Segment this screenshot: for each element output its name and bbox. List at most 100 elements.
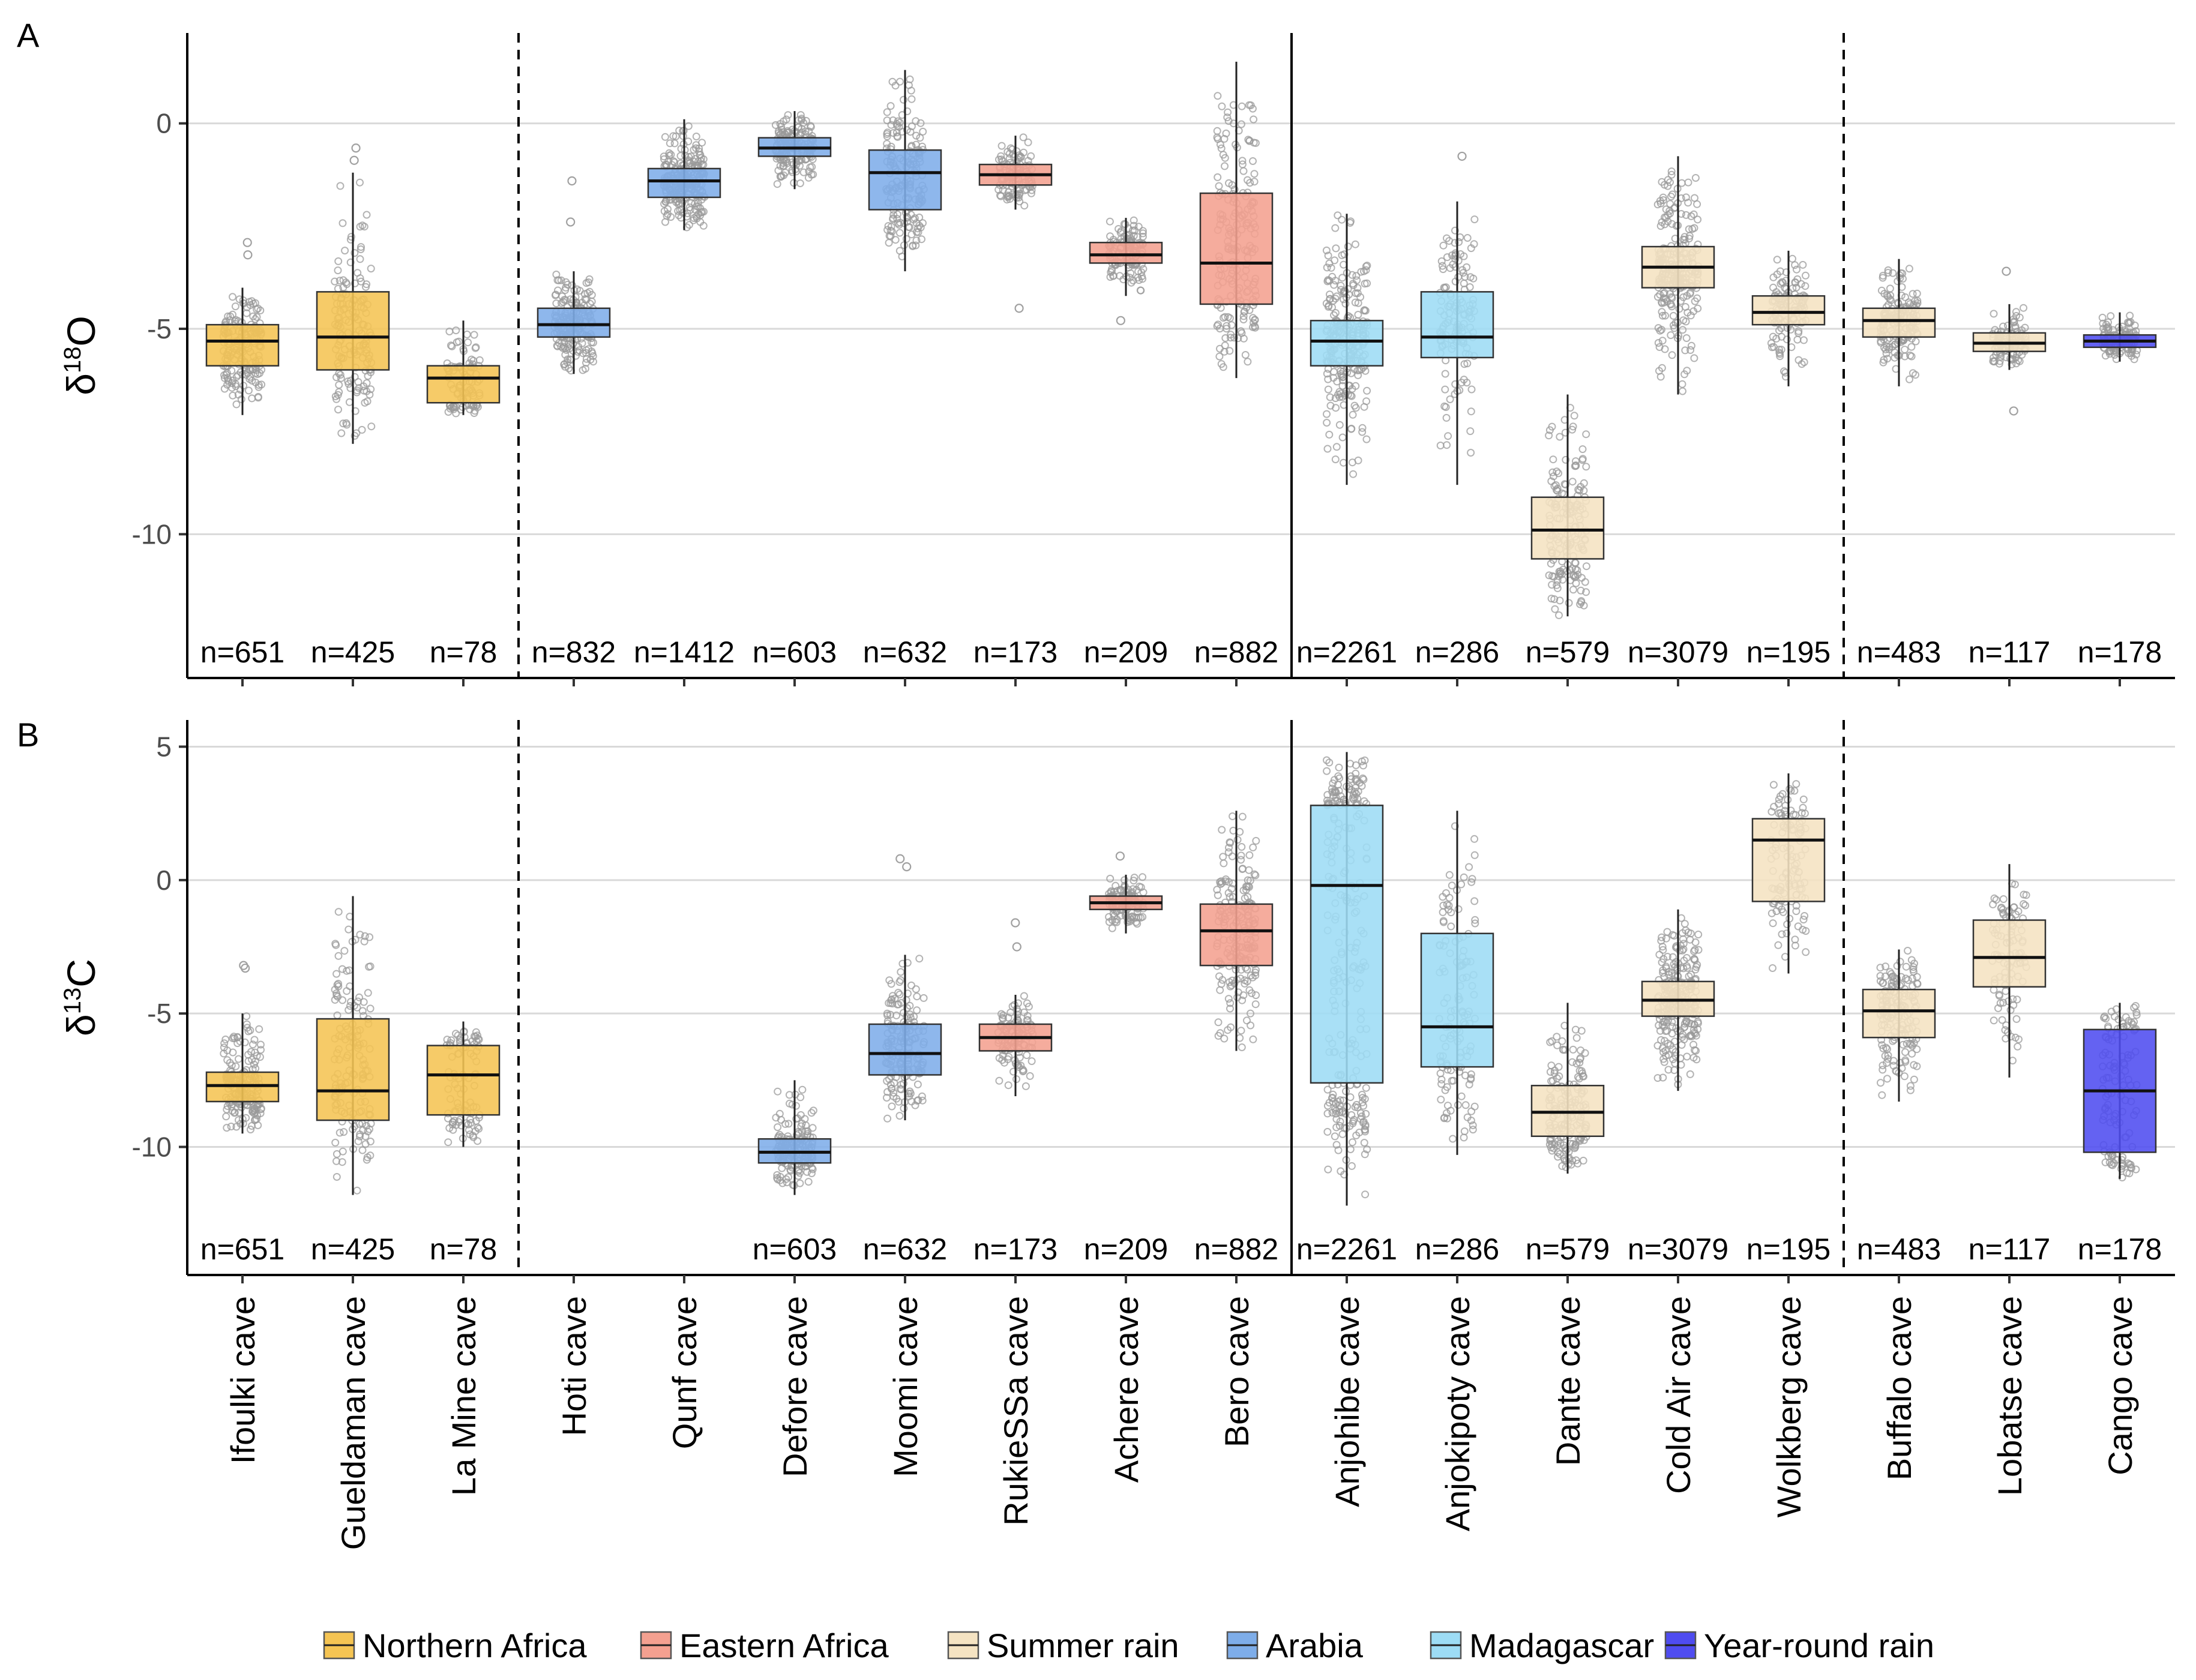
- box-iqr: [1420, 932, 1494, 1068]
- data-point: [1349, 1138, 1356, 1147]
- panel-b-tag: B: [17, 716, 39, 754]
- data-point: [350, 249, 359, 257]
- data-point: [915, 955, 924, 963]
- data-point: [1351, 298, 1359, 307]
- data-point: [346, 235, 355, 244]
- data-point: [336, 371, 344, 379]
- data-point: [1362, 435, 1371, 443]
- data-point: [1219, 853, 1227, 861]
- data-point: [1470, 851, 1479, 859]
- data-point: [1463, 234, 1472, 242]
- n-label: n=195: [1746, 635, 1831, 669]
- n-label: n=882: [1194, 1232, 1278, 1266]
- outlier-point: [2009, 406, 2018, 416]
- data-point: [1013, 190, 1021, 199]
- n-label: n=173: [973, 635, 1057, 669]
- data-point: [1244, 358, 1252, 366]
- data-point: [796, 1093, 805, 1102]
- data-point: [1466, 427, 1475, 436]
- box-qunf-cave: n=1412: [634, 119, 735, 669]
- data-point: [1352, 272, 1361, 280]
- data-point: [1773, 256, 1781, 264]
- data-point: [1338, 215, 1346, 224]
- data-point: [568, 281, 576, 289]
- data-point: [1360, 1139, 1368, 1147]
- n-label: n=483: [1857, 635, 1941, 669]
- data-point: [257, 365, 266, 374]
- data-point: [999, 186, 1007, 194]
- data-point: [576, 287, 584, 295]
- data-point: [889, 214, 897, 223]
- n-label: n=632: [863, 1232, 947, 1266]
- box-iqr: [1751, 295, 1826, 326]
- data-point: [1548, 581, 1556, 589]
- data-point: [1236, 1034, 1244, 1042]
- box-iqr: [316, 1018, 390, 1121]
- data-point: [1688, 225, 1697, 233]
- n-label: n=1412: [634, 635, 735, 669]
- data-point: [1244, 176, 1252, 184]
- data-point: [1770, 343, 1778, 351]
- data-point: [666, 139, 674, 148]
- data-point: [1548, 468, 1557, 476]
- data-point: [1351, 240, 1359, 248]
- data-point: [1214, 92, 1222, 100]
- data-point: [340, 947, 349, 955]
- data-point: [239, 299, 248, 307]
- data-point: [883, 226, 892, 234]
- data-point: [1656, 290, 1664, 299]
- data-point: [1223, 322, 1231, 330]
- data-point: [1901, 346, 1909, 354]
- data-point: [1443, 441, 1451, 449]
- data-point: [1133, 233, 1142, 241]
- data-point: [806, 163, 814, 172]
- data-point: [448, 403, 456, 412]
- data-point: [248, 377, 256, 385]
- data-point: [344, 1006, 353, 1014]
- data-point: [1550, 472, 1557, 481]
- box-bero-cave: n=882: [1194, 811, 1278, 1266]
- data-point: [1439, 265, 1447, 274]
- data-point: [343, 280, 351, 288]
- data-point: [1221, 162, 1229, 170]
- data-point: [1687, 341, 1695, 350]
- data-point: [1130, 216, 1138, 224]
- data-point: [1323, 410, 1331, 418]
- n-label: n=78: [430, 1232, 498, 1266]
- data-point: [1451, 226, 1459, 235]
- data-point: [895, 123, 903, 131]
- data-point: [1461, 1101, 1470, 1109]
- data-point: [446, 404, 454, 413]
- data-point: [883, 132, 891, 140]
- data-point: [1238, 843, 1246, 851]
- data-point: [1347, 392, 1356, 400]
- data-point: [1331, 295, 1340, 303]
- data-point: [1127, 269, 1135, 277]
- data-point: [1550, 595, 1559, 604]
- data-point: [1347, 369, 1355, 377]
- data-point: [1239, 316, 1248, 323]
- data-point: [1251, 1000, 1260, 1009]
- data-point: [1323, 1127, 1332, 1136]
- box-dante-cave: n=579: [1526, 394, 1610, 669]
- data-point: [1234, 334, 1242, 343]
- data-point: [2011, 324, 2020, 332]
- data-point: [1447, 922, 1455, 931]
- data-point: [1340, 260, 1348, 269]
- data-point: [1906, 375, 1913, 383]
- data-point: [891, 236, 900, 244]
- data-point: [568, 299, 576, 307]
- outlier-point: [2002, 266, 2011, 276]
- data-point: [1655, 343, 1664, 351]
- box-rukiessa-cave: n=173: [973, 918, 1057, 1266]
- data-point: [364, 989, 372, 997]
- data-point: [1569, 1045, 1577, 1054]
- data-point: [586, 299, 594, 308]
- data-point: [907, 86, 915, 95]
- data-point: [1572, 1034, 1581, 1042]
- data-point: [913, 1006, 921, 1015]
- data-point: [1572, 461, 1580, 469]
- data-point: [1238, 1043, 1246, 1051]
- data-point: [1664, 217, 1672, 226]
- data-point: [2012, 308, 2020, 316]
